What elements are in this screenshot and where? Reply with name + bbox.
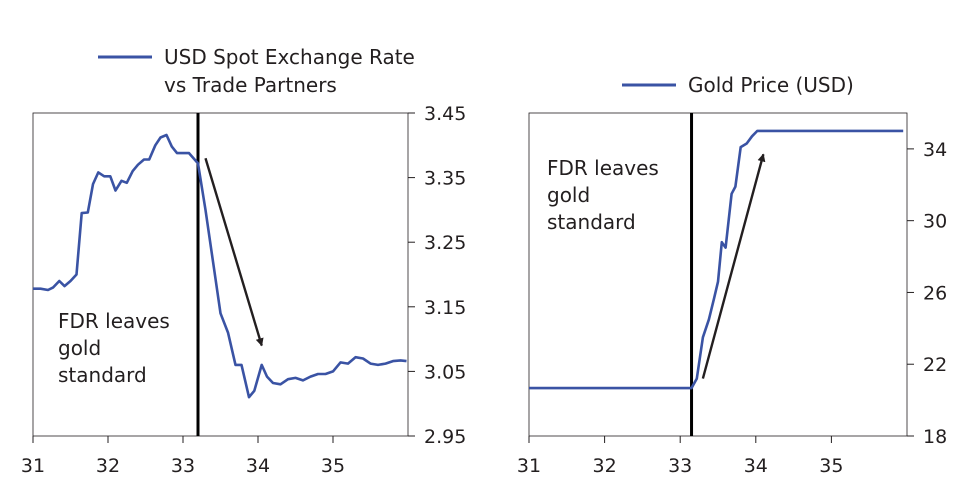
left-y-tick-label: 3.05 xyxy=(424,361,466,383)
right-legend-line-1: Gold Price (USD) xyxy=(688,73,854,97)
right-y-tick-label: 26 xyxy=(923,282,947,304)
right-y-tick-label: 30 xyxy=(923,211,947,233)
left-x-tick-label: 35 xyxy=(321,455,345,477)
right-x-tick-label: 35 xyxy=(819,455,843,477)
right-axis-ticks: 31 32 33 34 35 34 30 26 22 18 xyxy=(517,139,947,477)
right-y-tick-label: 18 xyxy=(923,426,947,448)
left-chart: USD Spot Exchange Rate vs Trade Partners… xyxy=(21,45,466,477)
left-y-tick-label: 2.95 xyxy=(424,426,466,448)
right-annotation-line-3: standard xyxy=(547,210,636,234)
right-plot-frame xyxy=(528,112,908,437)
left-y-tick-label: 3.35 xyxy=(424,168,466,190)
right-annotation-line-1: FDR leaves xyxy=(547,156,659,180)
left-axis-ticks: 31 32 33 34 35 3.45 3.35 3.25 3.15 3.05 2.95 xyxy=(21,103,466,477)
left-plot-frame xyxy=(32,112,409,437)
right-trend-arrow xyxy=(701,153,766,379)
right-annotation-line-2: gold xyxy=(547,183,590,207)
right-series-line xyxy=(529,129,904,390)
left-x-tick-label: 33 xyxy=(171,455,195,477)
right-x-tick-label: 34 xyxy=(744,455,768,477)
right-x-tick-label: 32 xyxy=(593,455,617,477)
left-legend-line-2: vs Trade Partners xyxy=(164,73,337,97)
left-y-tick-label: 3.45 xyxy=(424,103,466,125)
right-y-tick-label: 22 xyxy=(923,354,947,376)
right-y-tick-label: 34 xyxy=(923,139,947,161)
left-legend-line-1: USD Spot Exchange Rate xyxy=(164,45,415,69)
left-y-tick-label: 3.25 xyxy=(424,232,466,254)
left-series-line xyxy=(33,133,407,399)
left-annotation-line-3: standard xyxy=(58,363,147,387)
right-x-tick-label: 33 xyxy=(668,455,692,477)
left-annotation-line-1: FDR leaves xyxy=(58,309,170,333)
left-x-tick-label: 34 xyxy=(246,455,270,477)
right-chart: Gold Price (USD) 31 32 33 34 35 34 30 26 22 18 FD… xyxy=(517,73,947,477)
left-x-tick-label: 32 xyxy=(96,455,120,477)
right-x-tick-label: 31 xyxy=(517,455,541,477)
left-annotation-line-2: gold xyxy=(58,336,101,360)
left-trend-arrow xyxy=(204,157,264,347)
left-y-tick-label: 3.15 xyxy=(424,297,466,319)
left-x-tick-label: 31 xyxy=(21,455,45,477)
